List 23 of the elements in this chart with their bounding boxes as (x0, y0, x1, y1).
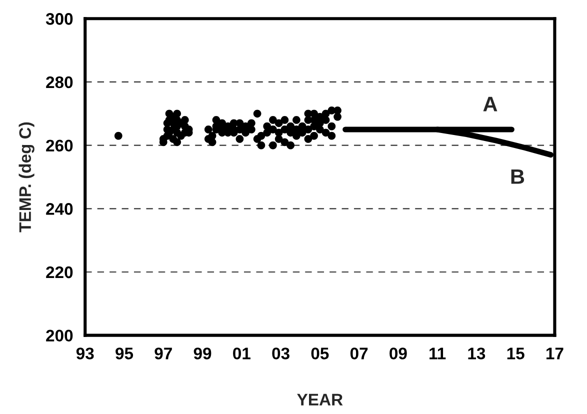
y-tick-label: 240 (46, 203, 73, 215)
x-tick-label: 95 (116, 348, 134, 360)
x-tick-label: 97 (154, 348, 172, 360)
y-tick-label: 300 (46, 13, 73, 25)
series-label: B (511, 169, 524, 184)
y-tick-label: 260 (46, 140, 73, 152)
x-tick-label: 17 (546, 348, 564, 360)
y-axis-title: TEMP. (deg C) (18, 122, 34, 232)
series-label: A (483, 96, 498, 112)
x-tick-label: 09 (390, 348, 407, 360)
x-tick-label: 99 (194, 348, 212, 360)
x-tick-label: 07 (350, 348, 368, 360)
x-tick-label: 03 (272, 348, 290, 360)
x-tick-label: 93 (76, 348, 94, 360)
y-tick-label: 220 (46, 266, 73, 278)
x-tick-label: 01 (233, 348, 250, 360)
y-tick-label: 200 (46, 330, 73, 342)
x-tick-label: 05 (311, 348, 329, 360)
x-tick-label: 11 (430, 348, 446, 360)
y-tick-label: 280 (46, 76, 73, 88)
x-tick-label: 13 (468, 348, 486, 360)
x-axis-title: YEAR (297, 394, 343, 406)
x-tick-label: 15 (507, 348, 524, 360)
